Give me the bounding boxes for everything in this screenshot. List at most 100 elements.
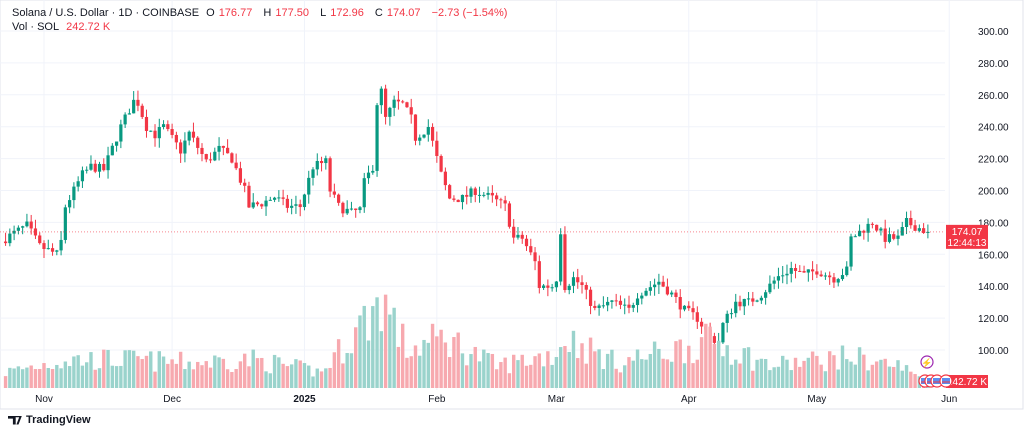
high-label: H xyxy=(263,7,272,19)
volume-label[interactable]: Vol · SOL xyxy=(12,21,60,33)
volume-bar xyxy=(307,365,311,388)
open-value: 176.77 xyxy=(218,7,253,19)
volume-bar xyxy=(669,361,674,388)
candle-body xyxy=(38,235,42,244)
volume-bar xyxy=(708,326,712,388)
candle-body xyxy=(896,235,900,239)
candle-body xyxy=(678,297,682,310)
candle-body xyxy=(170,129,174,135)
volume-bar xyxy=(435,336,439,388)
brand-name: TradingView xyxy=(26,414,91,426)
volume-bar xyxy=(25,367,29,388)
volume-bar xyxy=(900,370,904,388)
volume-bar xyxy=(909,371,913,388)
candle-body xyxy=(759,297,763,301)
candle-body xyxy=(409,107,413,115)
candle-body xyxy=(422,134,426,138)
candle-body xyxy=(802,271,806,273)
price-tag-value: 174.07 xyxy=(952,227,983,238)
candle-body xyxy=(260,204,264,207)
symbol-title[interactable]: Solana / U.S. Dollar · 1D · COINBASE xyxy=(12,7,200,19)
candle-body xyxy=(298,204,302,208)
volume-bar xyxy=(255,358,260,388)
volume-bar xyxy=(178,351,183,388)
volume-bar xyxy=(678,339,682,388)
candle-body xyxy=(187,131,191,141)
candle-body xyxy=(823,275,828,277)
candle-body xyxy=(828,275,832,278)
volume-bar xyxy=(238,361,243,388)
volume-bar xyxy=(371,306,375,388)
volume-bar xyxy=(614,368,618,388)
volume-bar xyxy=(533,356,537,388)
candle-body xyxy=(712,336,716,343)
lightning-event-icon[interactable] xyxy=(920,355,934,369)
candle-body xyxy=(42,243,46,250)
candle-body xyxy=(174,134,178,143)
candle-body xyxy=(371,170,375,173)
candle-body xyxy=(379,88,383,106)
volume-bar xyxy=(776,366,781,388)
candle-body xyxy=(789,268,793,274)
chart-border xyxy=(0,0,1024,410)
volume-bar xyxy=(789,370,793,388)
candle-body xyxy=(76,181,80,187)
volume-bar xyxy=(29,365,33,388)
volume-bar xyxy=(80,365,85,388)
volume-tag xyxy=(946,375,988,388)
volume-bar xyxy=(746,347,751,388)
candle-body xyxy=(537,261,541,288)
volume-bar xyxy=(631,360,635,388)
volume-bar xyxy=(50,369,55,388)
tradingview-logo[interactable]: TradingView xyxy=(8,414,91,426)
volume-bar xyxy=(217,357,221,388)
candle-body xyxy=(132,99,136,114)
volume-bar xyxy=(55,364,59,388)
time-axis-label: May xyxy=(807,394,826,405)
volume-bar xyxy=(896,360,900,388)
candle-body xyxy=(281,197,285,199)
candle-body xyxy=(635,298,640,306)
candle-body xyxy=(699,321,704,327)
volume-bar xyxy=(588,337,593,388)
candle-body xyxy=(375,105,379,171)
candle-body xyxy=(183,140,187,154)
candle-body xyxy=(418,137,422,141)
candles xyxy=(3,84,930,350)
volume-bar xyxy=(396,346,401,388)
price-axis-label: 240.00 xyxy=(978,123,1009,134)
candle-body xyxy=(161,124,166,128)
price-axis-label: 180.00 xyxy=(978,218,1009,229)
candle-body xyxy=(166,124,170,130)
time-axis-label: Jun xyxy=(941,394,957,405)
volume-bar xyxy=(460,353,465,388)
volume-bar xyxy=(571,330,576,388)
candle-body xyxy=(473,188,477,195)
volume-bar xyxy=(618,372,623,388)
price-axis-label: 220.00 xyxy=(978,155,1009,166)
volume-bar xyxy=(281,363,285,388)
volume-tag-value: 242.72 K xyxy=(947,377,987,388)
volume-bar xyxy=(879,359,883,388)
candle-body xyxy=(849,236,853,267)
volume-bar xyxy=(682,363,687,388)
candle-body xyxy=(153,130,157,139)
candle-body xyxy=(413,114,418,141)
candle-body xyxy=(815,271,819,275)
volume-bar xyxy=(648,353,653,388)
candle-body xyxy=(516,234,520,238)
volume-bar xyxy=(208,367,213,388)
volume-bar xyxy=(584,363,588,388)
volume-bar xyxy=(426,342,430,388)
candle-body xyxy=(567,285,571,291)
candle-body xyxy=(503,200,507,204)
price-axis-label: 260.00 xyxy=(978,91,1009,102)
candle-body xyxy=(93,163,97,172)
candle-body xyxy=(127,113,131,115)
candle-body xyxy=(768,283,772,293)
volume-bar xyxy=(149,351,153,388)
volume-bar xyxy=(405,357,409,388)
candle-body xyxy=(776,276,781,281)
candle-body xyxy=(746,298,751,300)
